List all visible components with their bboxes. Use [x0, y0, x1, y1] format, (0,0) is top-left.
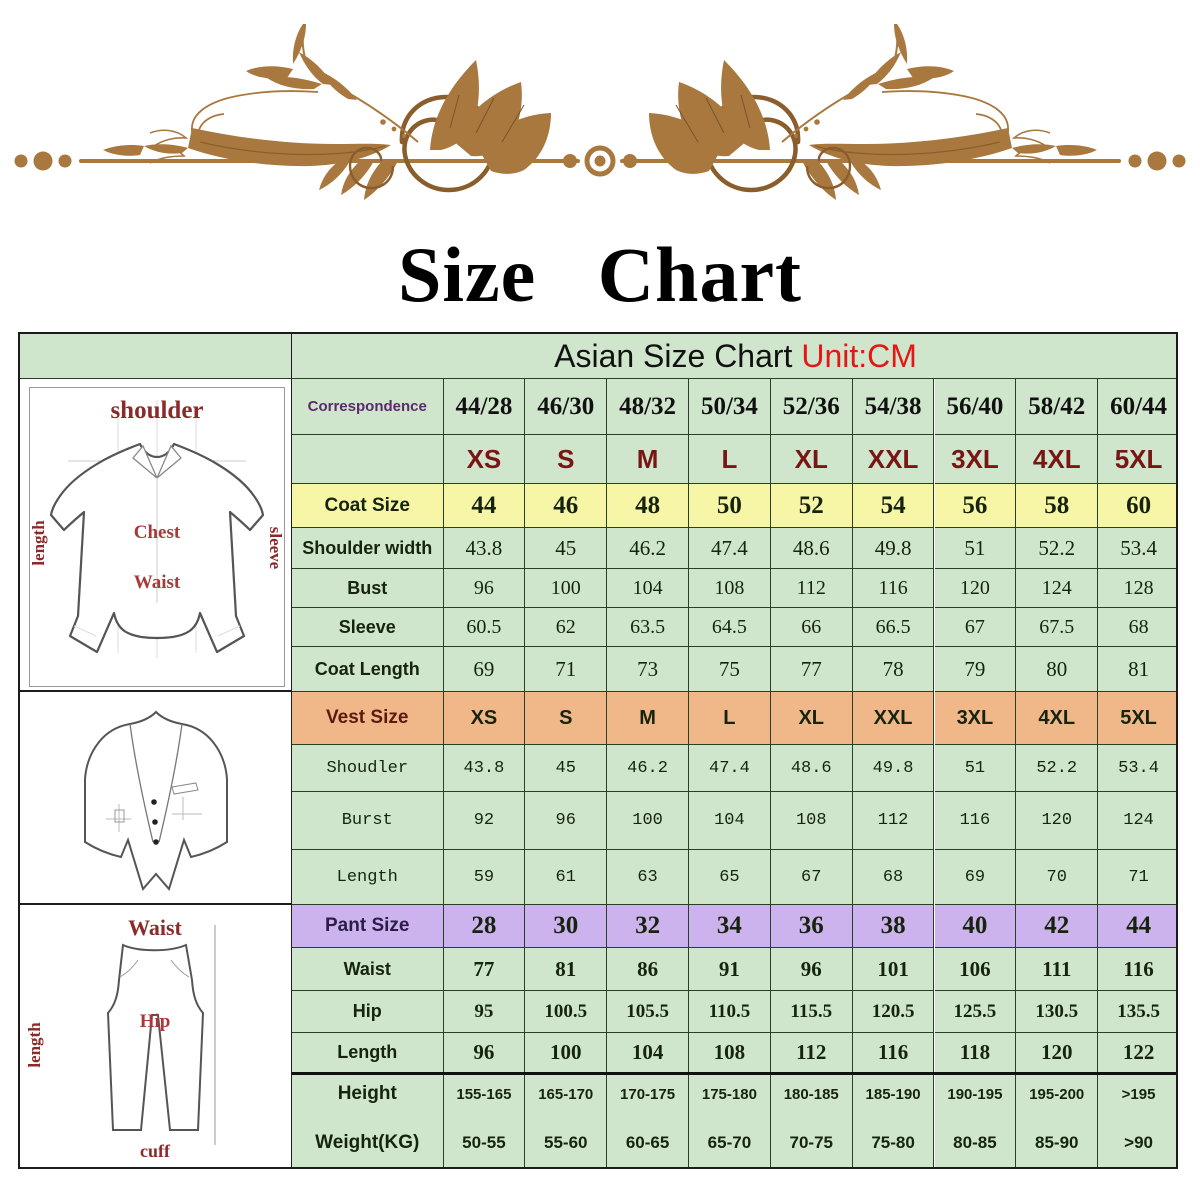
svg-text:sleeve: sleeve	[266, 527, 284, 570]
svg-text:cuff: cuff	[140, 1141, 171, 1161]
svg-text:Chest: Chest	[134, 522, 181, 543]
svg-text:shoulder: shoulder	[110, 397, 203, 424]
svg-text:Waist: Waist	[128, 915, 182, 940]
svg-text:length: length	[25, 1022, 44, 1068]
svg-text:Waist: Waist	[134, 572, 181, 593]
svg-text:Hip: Hip	[140, 1011, 171, 1032]
svg-text:length: length	[30, 520, 48, 566]
